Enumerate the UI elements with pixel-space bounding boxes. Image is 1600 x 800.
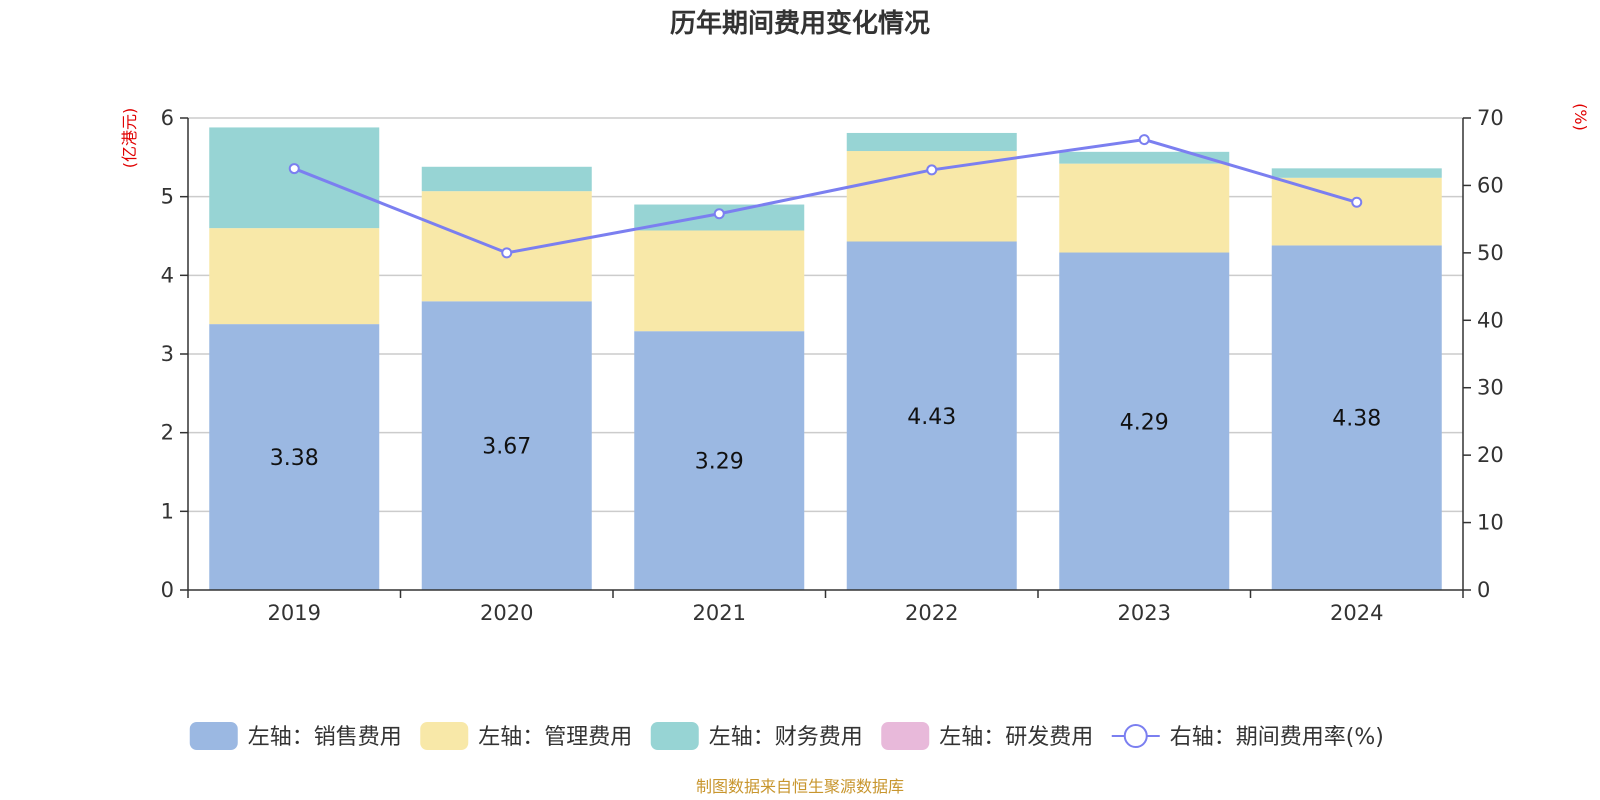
bar-segment bbox=[1271, 245, 1442, 590]
bar-value-label: 4.43 bbox=[907, 405, 956, 430]
bar-segment bbox=[634, 331, 805, 590]
left-tick-label: 2 bbox=[161, 421, 174, 445]
bar-segment bbox=[1271, 168, 1442, 178]
left-tick-label: 1 bbox=[161, 499, 174, 523]
x-tick-label: 2022 bbox=[905, 601, 958, 625]
legend-label[interactable]: 右轴：期间费用率(%) bbox=[1170, 725, 1384, 750]
legend: 左轴：销售费用 左轴：管理费用 左轴：财务费用 左轴：研发费用 右轴：期间费用率(%) bbox=[189, 722, 1384, 750]
bar-segment bbox=[1059, 252, 1230, 590]
left-tick-label: 6 bbox=[161, 106, 174, 130]
bar-segment bbox=[209, 127, 380, 229]
bar-segment bbox=[209, 228, 380, 325]
bar-value-label: 4.29 bbox=[1120, 410, 1169, 435]
left-axis-unit: (亿港元) bbox=[120, 108, 139, 169]
rate-point bbox=[288, 163, 300, 175]
x-tick-label: 2020 bbox=[480, 601, 533, 625]
bar-value-label: 3.38 bbox=[270, 446, 319, 471]
left-tick-label: 3 bbox=[161, 342, 174, 366]
right-axis-unit: (%) bbox=[1571, 103, 1590, 131]
right-tick-label: 0 bbox=[1477, 578, 1490, 602]
right-tick-label: 70 bbox=[1477, 106, 1504, 130]
legend-label[interactable]: 左轴：研发费用 bbox=[939, 725, 1093, 750]
data-labels: 3.38 3.67 3.29 4.43 4.29 4.38 bbox=[270, 405, 1381, 475]
rate-point bbox=[926, 164, 938, 176]
bars bbox=[209, 127, 1442, 591]
rate-point bbox=[1138, 134, 1150, 146]
chart-title: 历年期间费用变化情况 bbox=[670, 8, 930, 39]
bar-segment bbox=[421, 301, 592, 590]
x-tick-label: 2019 bbox=[268, 601, 321, 625]
bar-segment bbox=[1059, 151, 1230, 164]
x-tick-label: 2023 bbox=[1118, 601, 1171, 625]
right-tick-label: 50 bbox=[1477, 241, 1504, 265]
right-tick-label: 40 bbox=[1477, 308, 1504, 332]
bar-value-label: 4.38 bbox=[1332, 407, 1381, 432]
source-note: 制图数据来自恒生聚源数据库 bbox=[696, 777, 904, 796]
bar-segment bbox=[634, 230, 805, 332]
right-tick-label: 30 bbox=[1477, 376, 1504, 400]
rate-point bbox=[713, 208, 725, 220]
legend-label[interactable]: 左轴：财务费用 bbox=[709, 725, 863, 750]
rate-line-path bbox=[293, 138, 1358, 255]
bar-value-label: 3.67 bbox=[482, 435, 531, 460]
bar-segment bbox=[1271, 177, 1442, 246]
x-tick-label: 2021 bbox=[693, 601, 746, 625]
legend-swatch[interactable] bbox=[420, 722, 469, 750]
grid-lines bbox=[188, 117, 1463, 513]
legend-circle-swatch[interactable] bbox=[1123, 724, 1148, 748]
left-tick-label: 4 bbox=[161, 263, 174, 287]
right-tick-label: 10 bbox=[1477, 511, 1504, 535]
bar-segment bbox=[846, 132, 1017, 152]
bar-value-label: 3.29 bbox=[695, 450, 744, 475]
left-tick-label: 5 bbox=[161, 185, 174, 209]
left-tick-label: 0 bbox=[161, 578, 174, 602]
right-tick-label: 20 bbox=[1477, 443, 1504, 467]
legend-label[interactable]: 左轴：管理费用 bbox=[478, 725, 632, 750]
bar-segment bbox=[209, 324, 380, 590]
legend-swatch[interactable] bbox=[881, 722, 930, 750]
bar-segment bbox=[1059, 163, 1230, 253]
bar-segment bbox=[846, 241, 1017, 591]
bar-segment bbox=[421, 191, 592, 302]
x-tick-label: 2024 bbox=[1330, 601, 1383, 625]
legend-label[interactable]: 左轴：销售费用 bbox=[248, 725, 402, 750]
rate-point bbox=[501, 247, 513, 259]
right-tick-label: 60 bbox=[1477, 173, 1504, 197]
legend-swatch[interactable] bbox=[650, 722, 699, 750]
rate-point bbox=[1351, 196, 1363, 208]
legend-swatch[interactable] bbox=[189, 722, 238, 750]
bar-segment bbox=[421, 166, 592, 192]
rate-line bbox=[288, 134, 1363, 259]
